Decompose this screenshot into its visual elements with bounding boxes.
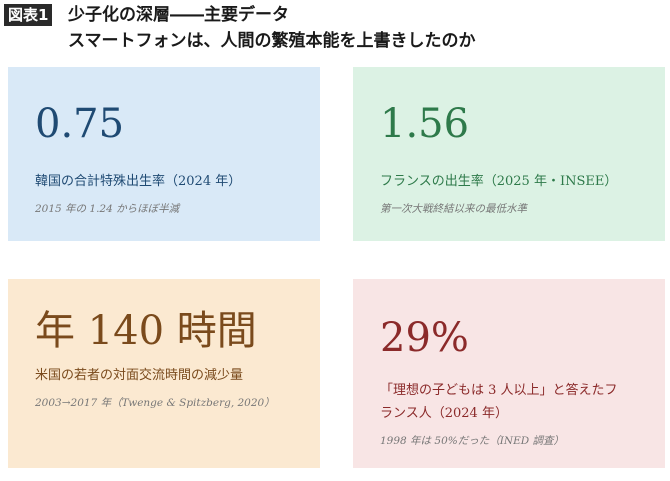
stat-card-korea-fertility: 0.75 韓国の合計特殊出生率（2024 年） 2015 年の 1.24 からほ…: [8, 67, 320, 241]
stat-note: 2003→2017 年（Twenge & Spitzberg, 2020）: [35, 397, 275, 409]
header: 図表1 少子化の深層――主要データ スマートフォンは、人間の繁殖本能を上書きした…: [4, 4, 664, 56]
stat-value: 29%: [380, 315, 469, 361]
stat-description: 韓国の合計特殊出生率（2024 年）: [35, 174, 242, 189]
stat-value: 1.56: [380, 101, 470, 147]
stat-note: 2015 年の 1.24 からほぼ半減: [35, 203, 180, 215]
stat-value: 0.75: [35, 101, 125, 147]
page-title: 少子化の深層――主要データ: [68, 5, 289, 25]
stat-description-line1: 「理想の子どもは 3 人以上」と答えたフ: [380, 383, 618, 398]
stat-card-france-fertility: 1.56 フランスの出生率（2025 年・INSEE） 第一次大戦終結以来の最低…: [353, 67, 665, 241]
stat-description-line2: ランス人（2024 年）: [380, 406, 508, 421]
figure-label: 図表1: [4, 4, 53, 26]
stat-card-us-youth-interaction: 年 140 時間 米国の若者の対面交流時間の減少量 2003→2017 年（Tw…: [8, 279, 320, 468]
stat-value: 年 140 時間: [35, 308, 257, 354]
stat-card-france-ideal-children: 29% 「理想の子どもは 3 人以上」と答えたフ ランス人（2024 年） 19…: [353, 279, 665, 468]
stat-note: 1998 年は 50%だった（INED 調査）: [380, 435, 564, 447]
page-subtitle: スマートフォンは、人間の繁殖本能を上書きしたのか: [68, 31, 476, 51]
stat-description: 米国の若者の対面交流時間の減少量: [35, 368, 244, 383]
stat-note: 第一次大戦終結以来の最低水準: [380, 203, 527, 215]
stat-description: フランスの出生率（2025 年・INSEE）: [380, 174, 618, 189]
